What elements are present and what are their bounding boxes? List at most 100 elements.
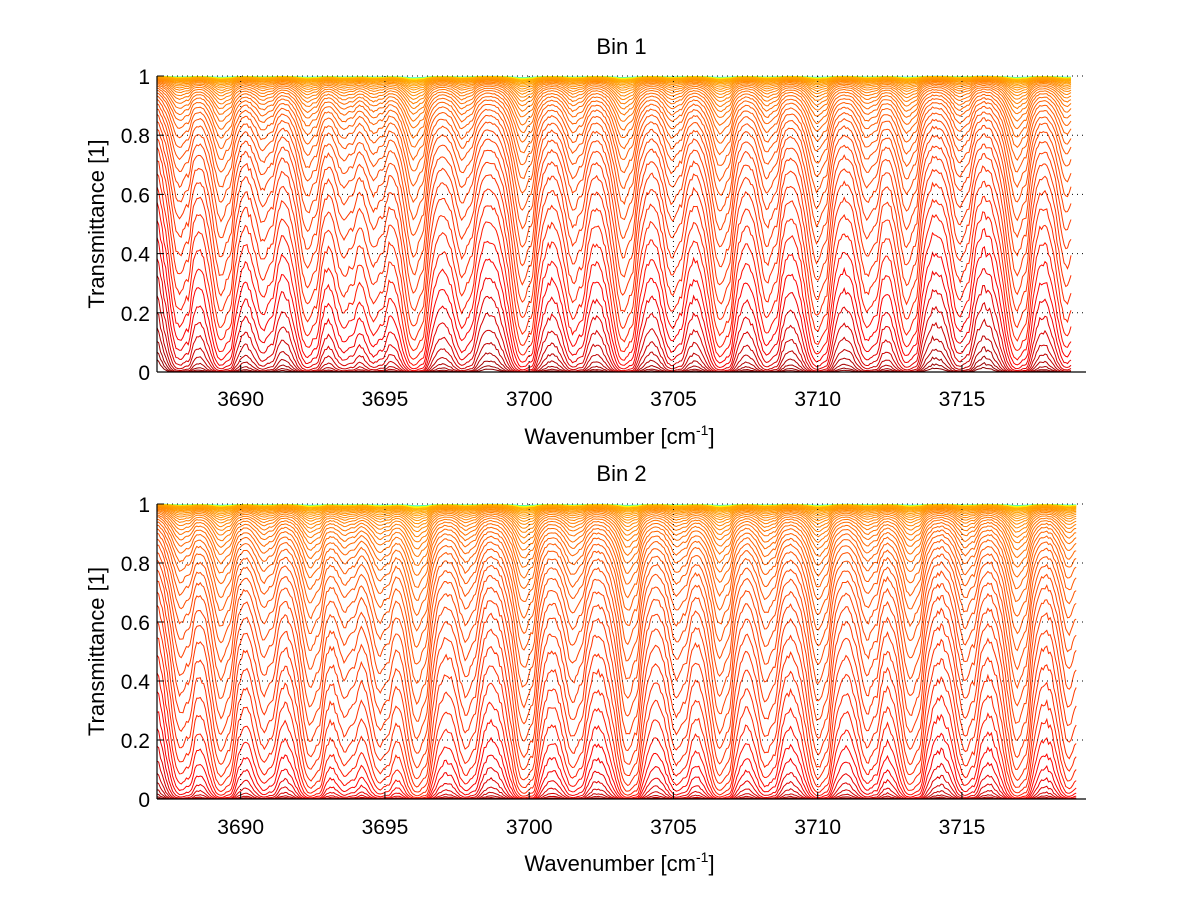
x-ticks: 3690 3695 3700 3705 3710 3715 <box>217 792 985 839</box>
transmittance-series-42 <box>156 691 1077 800</box>
y-tick-label: 0.2 <box>121 303 150 326</box>
transmittance-series-18 <box>156 80 1072 110</box>
y-ticks: 0 0.2 0.4 0.6 0.8 1 <box>121 66 164 385</box>
transmittance-series-32 <box>156 128 1072 294</box>
transmittance-series-15 <box>156 78 1072 97</box>
chart-title: Bin 2 <box>596 461 646 486</box>
transmittance-series-41 <box>156 258 1072 373</box>
transmittance-series-33 <box>156 559 1077 740</box>
x-tick-label: 3705 <box>650 816 697 839</box>
transmittance-series-33 <box>156 138 1072 312</box>
transmittance-series-21 <box>156 511 1077 557</box>
transmittance-series-16 <box>156 506 1077 528</box>
y-tick-label: 0.8 <box>121 125 150 148</box>
transmittance-series-38 <box>156 202 1072 366</box>
transmittance-series-22 <box>156 85 1072 139</box>
transmittance-series-23 <box>156 87 1072 148</box>
y-tick-label: 0.2 <box>121 730 150 753</box>
y-tick-label: 0.4 <box>121 244 151 267</box>
y-tick-label: 0.4 <box>121 671 151 694</box>
x-axis-label: Wavenumber [cm-1] <box>524 422 714 449</box>
transmittance-series-40 <box>156 237 1072 372</box>
transmittance-series-30 <box>156 113 1072 258</box>
transmittance-series-9 <box>157 504 1077 512</box>
transmittance-series-20 <box>156 509 1077 550</box>
transmittance-series-19 <box>156 81 1072 115</box>
transmittance-series-40 <box>156 654 1077 799</box>
transmittance-series-42 <box>156 275 1072 373</box>
transmittance-series-37 <box>156 186 1072 360</box>
transmittance-series-36 <box>156 591 1077 780</box>
x-tick-label: 3710 <box>794 388 841 411</box>
transmittance-series-36 <box>156 173 1072 352</box>
transmittance-series-10 <box>156 504 1077 513</box>
transmittance-series-12 <box>156 77 1072 89</box>
transmittance-series-34 <box>156 569 1077 754</box>
y-tick-label: 0.6 <box>121 184 150 207</box>
transmittance-series-18 <box>156 508 1077 538</box>
chart-title: Bin 1 <box>596 34 646 59</box>
x-tick-label: 3710 <box>794 816 841 839</box>
y-axis-label: Transmittance [1] <box>84 567 109 736</box>
transmittance-series-15 <box>156 506 1077 525</box>
transmittance-series-17 <box>156 507 1077 533</box>
transmittance-series-39 <box>156 220 1072 370</box>
transmittance-series-31 <box>156 544 1077 705</box>
transmittance-series-17 <box>156 79 1072 105</box>
subplot-bin-2: 3690 3695 3700 3705 3710 3715 00.20.40.60.81 … <box>84 461 1086 876</box>
transmittance-series-29 <box>156 108 1072 237</box>
transmittance-series-35 <box>156 160 1072 341</box>
transmittance-series-14 <box>156 78 1072 94</box>
transmittance-series-13 <box>157 77 1072 91</box>
transmittance-series-29 <box>156 532 1077 665</box>
grid-lines <box>157 503 1086 799</box>
transmittance-series-25 <box>156 92 1072 172</box>
x-tick-label: 3695 <box>362 816 409 839</box>
y-ticks: 0 0.2 0.4 0.6 0.8 1 <box>121 494 164 812</box>
x-axis-label: Wavenumber [cm-1] <box>524 849 714 876</box>
transmittance-series-41 <box>156 672 1077 799</box>
transmittance-series-34 <box>156 146 1072 327</box>
x-tick-label: 3700 <box>506 388 553 411</box>
transmittance-series-35 <box>156 580 1077 769</box>
transmittance-series-19 <box>156 508 1077 543</box>
transmittance-series-21 <box>156 84 1072 129</box>
x-tick-label: 3705 <box>650 388 697 411</box>
y-axis-label: Transmittance [1] <box>84 139 109 308</box>
y-tick-label: 0 <box>138 362 150 385</box>
axes-frame <box>156 76 1086 373</box>
transmittance-series-27 <box>156 524 1077 632</box>
y-tick-label: 1 <box>138 66 150 89</box>
x-tick-label: 3700 <box>506 816 553 839</box>
transmittance-series-14 <box>157 505 1077 522</box>
transmittance-series-12 <box>157 505 1077 517</box>
transmittance-series-38 <box>156 620 1077 793</box>
transmittance-curves <box>156 75 1072 373</box>
transmittance-series-28 <box>156 103 1072 221</box>
transmittance-series-37 <box>156 604 1077 788</box>
transmittance-series-13 <box>156 505 1077 519</box>
x-tick-label: 3715 <box>939 816 986 839</box>
transmittance-series-24 <box>156 89 1072 161</box>
transmittance-series-31 <box>156 121 1072 276</box>
axes-frame <box>156 504 1086 800</box>
y-tick-label: 0.6 <box>121 612 150 635</box>
transmittance-series-9 <box>157 76 1072 84</box>
transmittance-series-22 <box>156 512 1077 567</box>
transmittance-series-26 <box>156 521 1077 617</box>
x-tick-label: 3715 <box>939 388 986 411</box>
transmittance-series-30 <box>156 538 1077 684</box>
transmittance-series-20 <box>157 82 1072 122</box>
x-ticks: 3690 3695 3700 3705 3710 3715 <box>217 365 985 411</box>
subplot-bin-1: 3690 3695 3700 3705 3710 3715 00.20.40.60.81 … <box>84 34 1086 449</box>
transmittance-series-11 <box>157 504 1077 515</box>
transmittance-series-24 <box>157 516 1077 588</box>
y-tick-label: 0 <box>138 789 150 812</box>
y-tick-label: 1 <box>138 494 150 517</box>
transmittance-series-26 <box>156 95 1072 187</box>
x-tick-label: 3690 <box>217 388 264 411</box>
transmittance-series-27 <box>156 98 1072 204</box>
transmittance-series-32 <box>156 552 1077 722</box>
x-tick-label: 3695 <box>362 388 409 411</box>
